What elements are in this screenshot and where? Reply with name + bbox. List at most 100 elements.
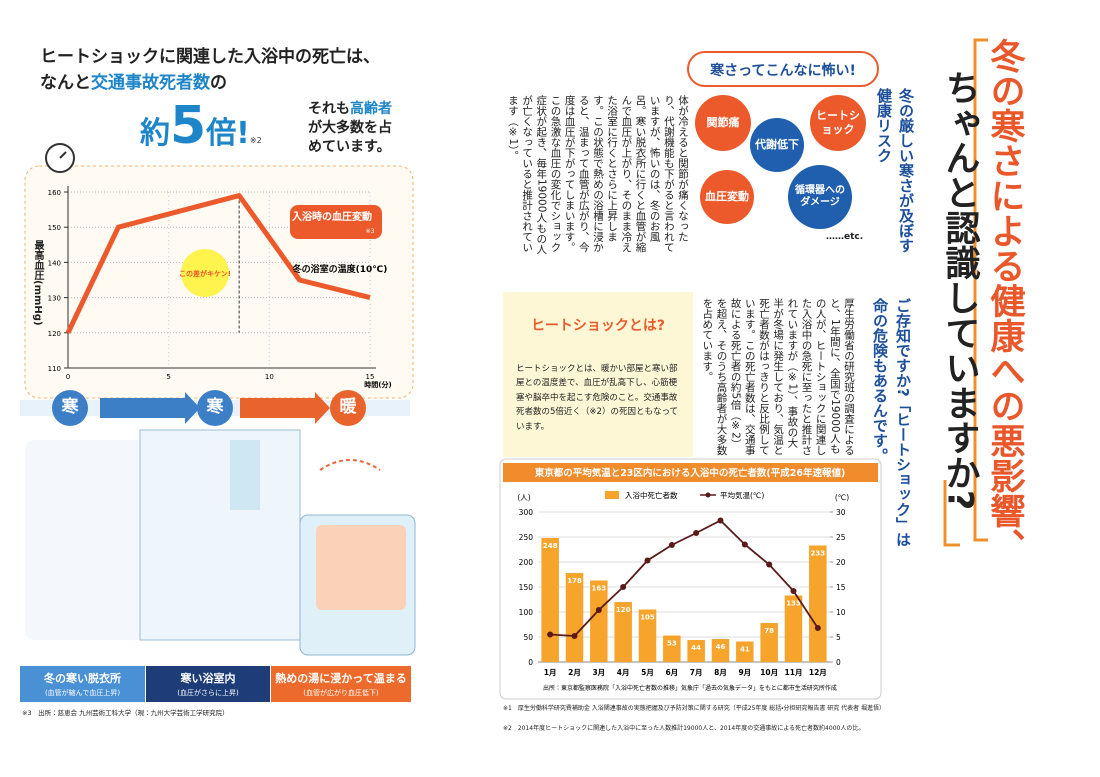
headline-part: 倍! [206, 116, 250, 151]
x-tick-label: 15 [366, 373, 375, 381]
y2-tick-label: 30 [836, 508, 846, 517]
headline-number: 5 [170, 96, 207, 156]
y-tick-label: 50 [523, 633, 533, 642]
footnote: ※1 厚生労働科学研究費補助金 入浴関連事故の実態把握及び予防対策に関する研究（… [503, 705, 886, 712]
bar-value-label: 105 [640, 614, 655, 622]
y2-axis-label: (℃) [835, 493, 849, 502]
data-point [766, 561, 773, 568]
y-tick-label: 100 [519, 608, 534, 617]
data-point [741, 541, 748, 548]
data-point [668, 542, 675, 548]
y2-tick-label: 20 [836, 558, 846, 567]
chart-title: 東京都の平均気温と23区内における入浴中の死亡者数(平成26年速報値) [534, 467, 846, 479]
data-line [550, 519, 819, 637]
risk-circle: ヒートショック [810, 95, 866, 151]
question: ご存知ですか?「ヒートショック」は [894, 298, 912, 547]
step: 寒い浴室内 (血圧がさらに上昇) [146, 666, 270, 702]
data-point [595, 607, 602, 613]
body-text: 体が冷えると関節が痛くなったり、代謝機能も下がると言われていますが、怖いのは、冬… [506, 95, 689, 255]
annotation: この差がキケン! [179, 269, 231, 278]
x-tick-label: 6月 [665, 668, 678, 677]
y2-tick-label: 25 [836, 533, 846, 542]
legend-marker [705, 492, 711, 498]
headline-part: 約 [140, 116, 170, 151]
data-point [717, 517, 724, 524]
bar [638, 609, 657, 662]
y-tick-label: 110 [48, 365, 61, 373]
x-tick-label: 0 [66, 373, 70, 381]
x-tick-label: 12月 [809, 668, 827, 677]
bar [784, 595, 803, 662]
y-tick-label: 150 [48, 224, 61, 232]
data-point [547, 631, 554, 638]
chart-source: 出所：東京都監察医務院「入浴中死亡者数の推移」気象庁「過去の気象データ」をもとに… [543, 684, 837, 692]
x-tick-label: 8月 [714, 668, 727, 677]
headline: なんと交通事故死者数の [40, 68, 227, 93]
headline-part: が大多数を占めています。 [308, 119, 392, 155]
step: 冬の寒い脱衣所 (血管が縮んで血圧上昇) [20, 666, 145, 702]
data-point [571, 633, 578, 639]
x-tick-label: 5 [166, 373, 170, 381]
bar [663, 635, 681, 662]
bar-value-label: 53 [667, 640, 677, 648]
illustration-mirror [230, 440, 260, 510]
risk-circle: 関節痛 [695, 95, 751, 151]
illustration-dressing [25, 440, 155, 640]
legend-label: 平均気温(℃) [720, 490, 764, 500]
annotation-circle [181, 249, 229, 297]
bar-value-label: 41 [740, 646, 750, 654]
question: 命の危険もあるんです。 [871, 298, 889, 463]
bar-value-label: 46 [716, 643, 726, 651]
bar [590, 580, 608, 662]
bar-value-label: 248 [543, 542, 558, 550]
step-note: (血圧がさらに上昇) [177, 689, 239, 697]
step-title: 冬の寒い脱衣所 [44, 672, 121, 685]
bar-value-label: 78 [764, 627, 774, 635]
headline: ヒートショックに関連した入浴中の死亡は、 [40, 47, 380, 67]
footnote: ※3 出所：慈恵会 九州芸術工科大学（現：九州大学芸術工学研究院） [22, 709, 229, 717]
step-note: (血管が広がり血圧低下) [303, 689, 379, 697]
data-point [693, 530, 700, 536]
page-title: 冬の寒さによる健康への悪影響、 [984, 38, 1025, 563]
bubble [687, 51, 879, 87]
flow-cold: 寒 [52, 390, 88, 426]
y-axis-label: 最高血圧(mmHg) [32, 240, 43, 326]
y-tick-label: 140 [48, 259, 61, 267]
y2-tick-label: 15 [836, 583, 846, 592]
headline-side: それも高齢者が大多数を占めています。 [308, 100, 404, 157]
headline-part: それも [308, 101, 350, 117]
bubble-text: 寒さってこんなに怖い! [710, 63, 856, 79]
risk-heading: 健康リスク [875, 88, 893, 163]
legend-label: 入浴中死亡者数 [625, 490, 678, 500]
illustration-hot-water [316, 525, 406, 610]
title-bar [503, 463, 878, 482]
flow-arrow [240, 392, 330, 424]
risk-more: ……etc. [826, 232, 864, 242]
x-tick-label: 9月 [738, 668, 751, 677]
risk-circle: 循環器へのダメージ [788, 165, 852, 229]
y-tick-label: 200 [519, 558, 534, 567]
y-tick-label: 120 [48, 330, 61, 338]
step-title: 寒い浴室内 [180, 672, 236, 685]
risk-circle: 血圧変動 [700, 170, 754, 224]
x-tick-label: 10月 [760, 668, 778, 677]
headline-part: なんと [40, 73, 91, 93]
y-tick-label: 150 [519, 583, 534, 592]
x-tick-label: 7月 [690, 668, 703, 677]
flow-arrow [100, 392, 200, 424]
x-axis-label: 時間(分) [364, 380, 391, 389]
illustration-steam [319, 459, 381, 471]
x-tick-label: 10 [265, 373, 274, 381]
title-bracket [943, 480, 960, 547]
x-tick-label: 4月 [617, 668, 630, 677]
annotation: 入浴時の血圧変動 [291, 210, 372, 223]
headline-big: 約5倍!※2 [140, 96, 262, 156]
annotation: 冬の浴室の温度(10℃) [292, 263, 388, 275]
y-axis-label: (人) [517, 493, 530, 502]
step: 熱めの湯に浸かって温まる (血管が広がり血圧低下) [271, 666, 411, 702]
title-bracket [973, 38, 988, 542]
bar [614, 602, 632, 662]
info-box [503, 292, 693, 457]
